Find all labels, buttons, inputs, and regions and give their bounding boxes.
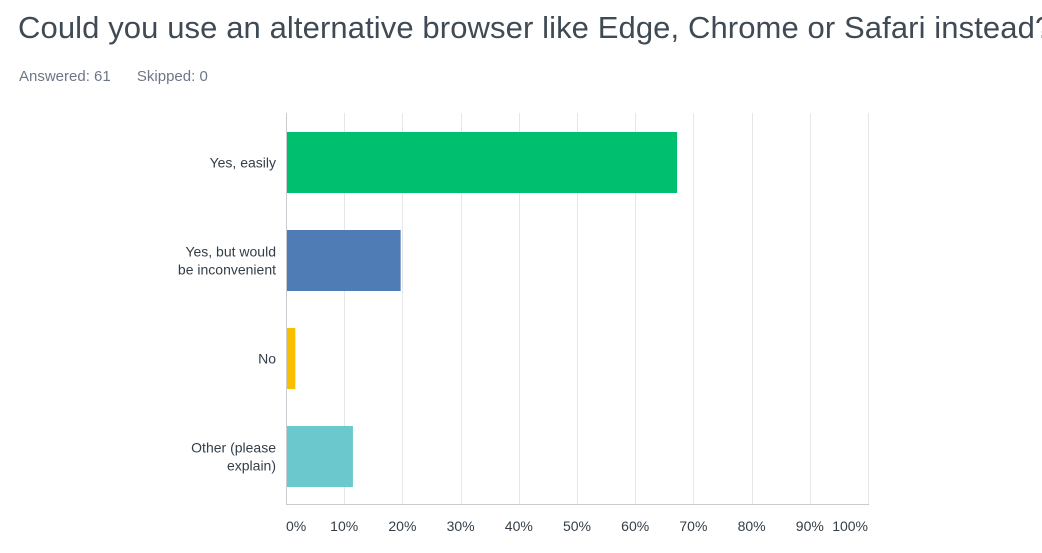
chart-category-labels: Yes, easily Yes, but would be inconvenient… <box>178 155 276 474</box>
chart-axes <box>286 113 869 505</box>
category-label-line: Other (please <box>191 440 276 456</box>
x-tick-label-90: 90% <box>796 518 824 534</box>
x-tick-label-60: 60% <box>621 518 649 534</box>
category-label-line: Yes, but would <box>185 244 276 260</box>
category-label-1: Yes, but would be inconvenient <box>178 244 276 278</box>
x-tick-label-30: 30% <box>447 518 475 534</box>
x-tick-label-10: 10% <box>330 518 358 534</box>
chart-tick-labels: 0% 10% 20% 30% 40% 50% 60% 70% 80% 90% 100% <box>286 518 868 534</box>
skipped-count: Skipped: 0 <box>136 68 208 85</box>
bar-2 <box>286 328 296 389</box>
bar-0 <box>286 132 678 193</box>
x-tick-label-50: 50% <box>563 518 591 534</box>
answered-count: Answered: 61 <box>19 68 111 85</box>
x-tick-label-0: 0% <box>286 518 306 534</box>
category-label-line: No <box>258 351 276 367</box>
category-label-3: Other (please explain) <box>191 440 276 474</box>
x-tick-label-80: 80% <box>738 518 766 534</box>
category-label-0: Yes, easily <box>210 155 276 171</box>
question-title: Could you use an alternative browser lik… <box>18 10 1042 45</box>
bar-1 <box>286 230 401 291</box>
x-tick-label-100: 100% <box>832 518 868 534</box>
response-stats: Answered: 61 Skipped: 0 <box>19 68 208 85</box>
category-label-line: be inconvenient <box>178 262 276 278</box>
bar-3 <box>286 426 353 487</box>
x-tick-label-20: 20% <box>388 518 416 534</box>
x-tick-label-40: 40% <box>505 518 533 534</box>
chart-bars <box>286 132 678 487</box>
category-label-line: explain) <box>227 458 276 474</box>
category-label-2: No <box>258 351 276 367</box>
x-tick-label-70: 70% <box>679 518 707 534</box>
category-label-line: Yes, easily <box>210 155 276 171</box>
